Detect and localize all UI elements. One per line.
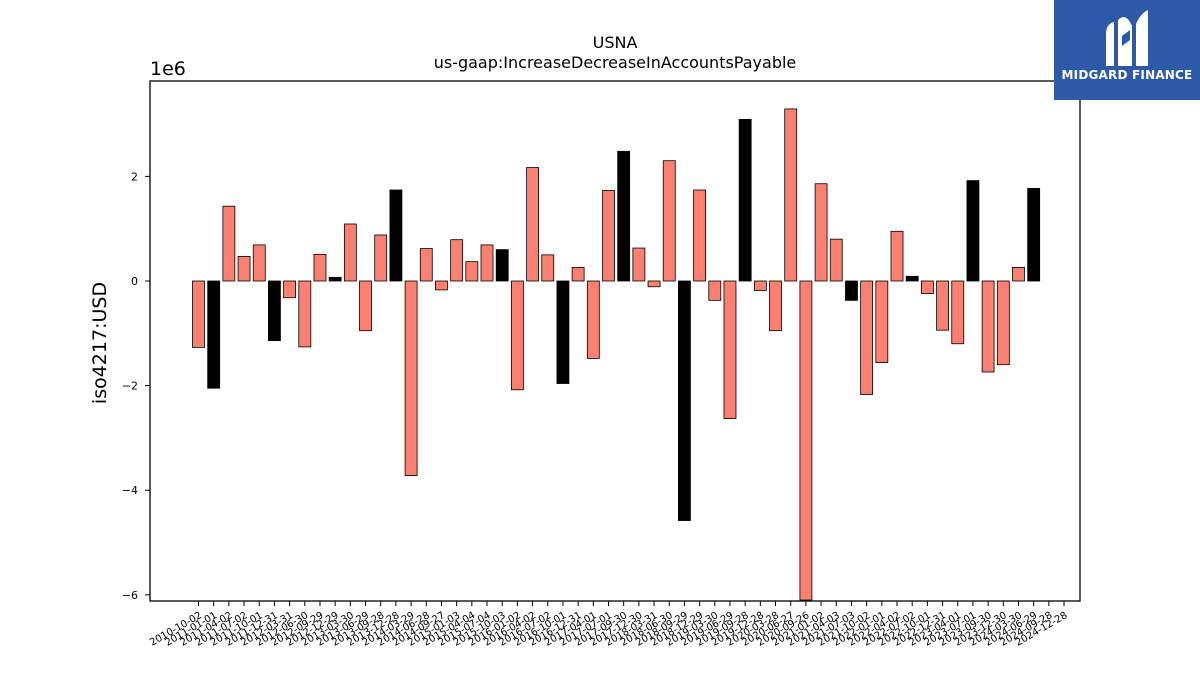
bar-52 [966,180,980,282]
bar-45 [860,280,874,395]
bar-5 [252,244,266,282]
bar-2 [207,280,221,389]
y-scale-label: 1e6 [150,58,186,80]
bar-48 [905,275,919,282]
bar-8 [298,280,312,348]
plot-frame [149,80,1081,602]
bar-38 [753,280,767,291]
bar-14 [389,189,403,282]
bar-21 [495,249,509,282]
bar-16 [419,248,433,282]
bar-28 [602,190,615,282]
bar-27 [586,280,600,359]
y-tick-label: −2 [122,380,138,393]
bar-19 [465,261,479,282]
brand-logo: MIDGARD FINANCE [1054,0,1200,100]
y-tick-label: 2 [131,170,138,183]
bar-47 [890,230,904,282]
bar-44 [845,280,858,301]
bar-54 [996,280,1010,366]
bar-9 [313,253,327,282]
chart-subtitle: us-gaap:IncreaseDecreaseInAccountsPayabl… [434,53,797,72]
bar-33 [678,280,691,521]
bar-1 [192,280,205,348]
bar-12 [359,280,372,332]
bar-23 [526,167,539,282]
y-axis-ticks: −6 −4 −2 0 2 [122,170,150,602]
bar-4 [237,256,251,282]
bar-40 [784,108,798,282]
bars-layer [192,108,1041,601]
bar-20 [480,244,494,282]
bar-24 [541,254,555,282]
bar-55 [1012,266,1025,282]
bar-41 [799,280,813,601]
bar-34 [693,189,707,282]
bar-36 [723,280,737,419]
bar-56 [1027,188,1041,282]
bar-6 [268,280,281,342]
y-tick-label: 0 [131,275,138,288]
bar-51 [951,280,965,345]
bar-10 [328,276,342,282]
bar-42 [814,183,828,282]
bar-11 [343,223,357,282]
y-tick-label: −4 [122,484,138,497]
bar-3 [222,205,236,282]
bar-37 [738,118,752,282]
chart-title: USNA [593,33,638,52]
bar-17 [435,280,448,291]
y-axis-label: iso4217:USD [89,282,111,404]
bar-25 [556,280,570,384]
bar-50 [936,280,949,331]
bar-18 [450,239,464,282]
bar-26 [571,266,585,282]
bar-13 [374,234,388,282]
bar-32 [662,160,676,282]
bar-15 [404,280,418,476]
brand-name: MIDGARD FINANCE [1061,68,1193,82]
bar-31 [647,280,661,288]
bar-49 [920,280,934,294]
bar-29 [617,150,631,282]
bar-39 [769,280,782,332]
bar-22 [510,280,524,391]
midgard-logo-icon [1106,10,1148,66]
bar-43 [829,238,843,282]
bar-53 [981,280,995,373]
bar-35 [708,280,722,301]
bar-30 [632,247,646,282]
x-axis-ticks: 2010-10-022011-01-012011-04-022011-07-02… [148,601,1070,649]
y-tick-label: −6 [122,589,138,602]
bar-46 [875,280,889,363]
bar-7 [283,280,297,299]
